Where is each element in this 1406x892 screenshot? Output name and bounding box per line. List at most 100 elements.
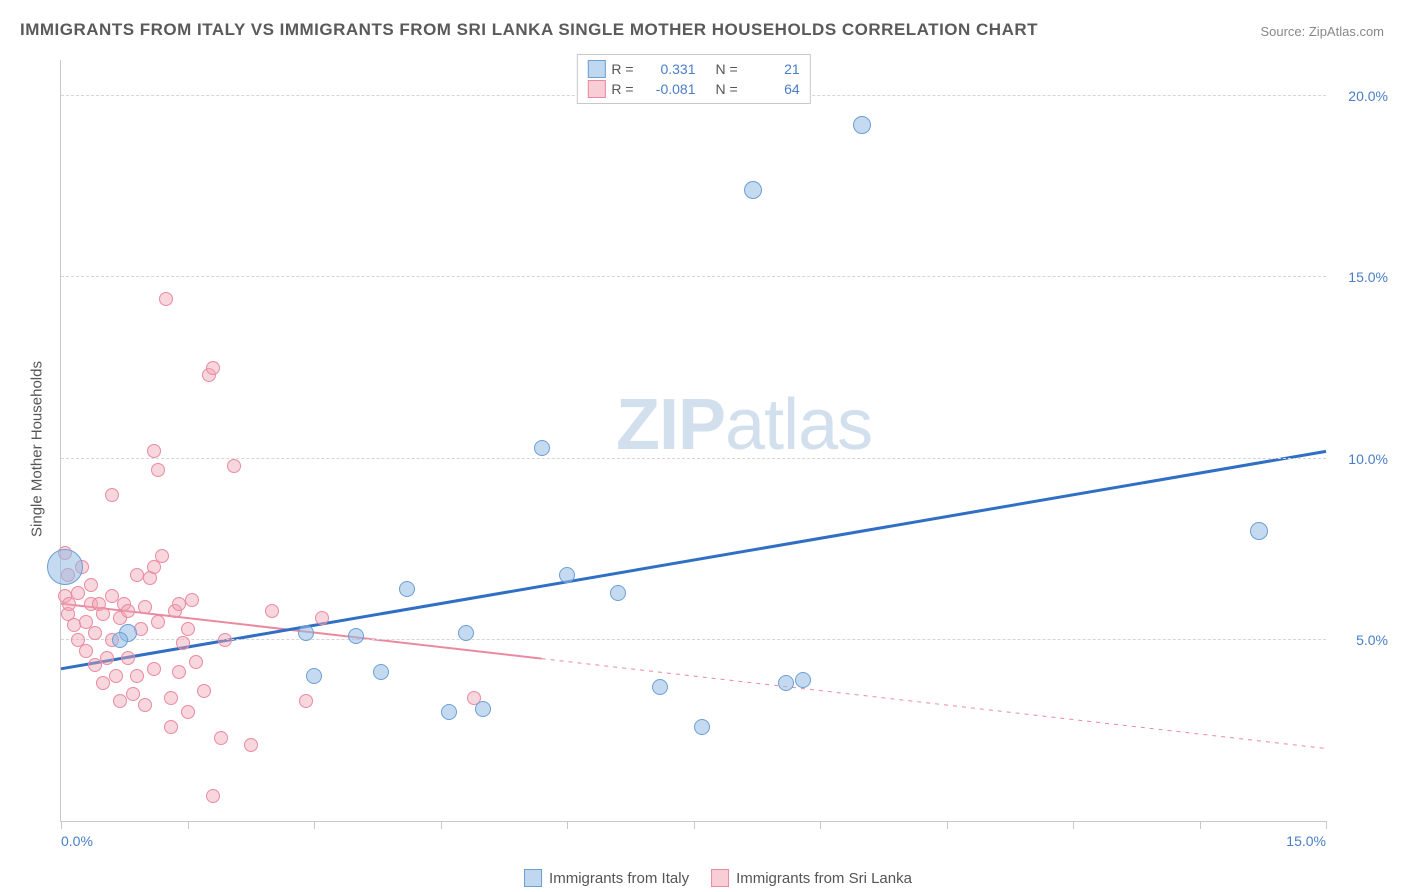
x-tick: [441, 821, 442, 829]
data-point-italy: [475, 701, 491, 717]
gridline: [61, 276, 1326, 277]
x-tick: [1073, 821, 1074, 829]
data-point-italy: [795, 672, 811, 688]
data-point-srilanka: [88, 626, 102, 640]
data-point-italy: [458, 625, 474, 641]
data-point-italy: [778, 675, 794, 691]
data-point-italy: [610, 585, 626, 601]
data-point-srilanka: [100, 651, 114, 665]
data-point-srilanka: [181, 622, 195, 636]
legend-label-italy: Immigrants from Italy: [549, 870, 689, 887]
x-tick: [820, 821, 821, 829]
data-point-italy: [441, 704, 457, 720]
data-point-italy: [1250, 522, 1268, 540]
data-point-srilanka: [315, 611, 329, 625]
data-point-srilanka: [181, 705, 195, 719]
n-value-italy: 21: [744, 61, 800, 77]
page-title: IMMIGRANTS FROM ITALY VS IMMIGRANTS FROM…: [20, 20, 1038, 40]
x-tick: [188, 821, 189, 829]
legend-item-srilanka: Immigrants from Sri Lanka: [711, 869, 912, 887]
data-point-srilanka: [265, 604, 279, 618]
swatch-italy-icon: [524, 869, 542, 887]
swatch-srilanka-icon: [711, 869, 729, 887]
data-point-italy: [348, 628, 364, 644]
data-point-srilanka: [113, 694, 127, 708]
data-point-italy: [47, 549, 83, 585]
data-point-srilanka: [151, 615, 165, 629]
data-point-srilanka: [105, 488, 119, 502]
data-point-srilanka: [244, 738, 258, 752]
data-point-srilanka: [138, 698, 152, 712]
data-point-italy: [373, 664, 389, 680]
r-label: R =: [611, 81, 633, 97]
data-point-srilanka: [79, 644, 93, 658]
data-point-italy: [112, 632, 128, 648]
data-point-srilanka: [206, 361, 220, 375]
data-point-italy: [399, 581, 415, 597]
data-point-srilanka: [164, 720, 178, 734]
data-point-srilanka: [176, 636, 190, 650]
y-tick-label: 15.0%: [1348, 269, 1388, 285]
x-tick-label: 15.0%: [1286, 833, 1326, 849]
x-tick: [314, 821, 315, 829]
n-value-srilanka: 64: [744, 81, 800, 97]
swatch-italy-icon: [587, 60, 605, 78]
x-tick: [694, 821, 695, 829]
data-point-italy: [694, 719, 710, 735]
r-value-srilanka: -0.081: [640, 81, 696, 97]
data-point-srilanka: [71, 586, 85, 600]
x-tick-label: 0.0%: [61, 833, 93, 849]
data-point-italy: [306, 668, 322, 684]
n-label: N =: [716, 81, 738, 97]
data-point-srilanka: [147, 662, 161, 676]
trend-lines: [61, 60, 1326, 821]
legend-row-srilanka: R = -0.081 N = 64: [587, 79, 799, 99]
data-point-italy: [853, 116, 871, 134]
data-point-srilanka: [121, 604, 135, 618]
data-point-srilanka: [121, 651, 135, 665]
correlation-legend: R = 0.331 N = 21 R = -0.081 N = 64: [576, 54, 810, 104]
y-tick-label: 10.0%: [1348, 451, 1388, 467]
n-label: N =: [716, 61, 738, 77]
legend-row-italy: R = 0.331 N = 21: [587, 59, 799, 79]
data-point-srilanka: [155, 549, 169, 563]
data-point-srilanka: [88, 658, 102, 672]
legend-label-srilanka: Immigrants from Sri Lanka: [736, 870, 912, 887]
data-point-srilanka: [197, 684, 211, 698]
data-point-srilanka: [218, 633, 232, 647]
data-point-srilanka: [96, 676, 110, 690]
source-attribution: Source: ZipAtlas.com: [1260, 24, 1384, 39]
watermark: ZIPatlas: [616, 384, 872, 466]
y-axis-title: Single Mother Households: [29, 361, 46, 537]
data-point-srilanka: [185, 593, 199, 607]
gridline: [61, 639, 1326, 640]
r-label: R =: [611, 61, 633, 77]
data-point-srilanka: [96, 607, 110, 621]
plot-area: ZIPatlas R = 0.331 N = 21 R = -0.081 N =…: [60, 60, 1326, 822]
data-point-srilanka: [130, 669, 144, 683]
data-point-italy: [559, 567, 575, 583]
data-point-srilanka: [147, 444, 161, 458]
x-tick: [1326, 821, 1327, 829]
x-tick: [1200, 821, 1201, 829]
data-point-srilanka: [164, 691, 178, 705]
data-point-italy: [744, 181, 762, 199]
data-point-srilanka: [126, 687, 140, 701]
data-point-srilanka: [227, 459, 241, 473]
data-point-srilanka: [159, 292, 173, 306]
x-tick: [947, 821, 948, 829]
x-tick: [567, 821, 568, 829]
data-point-srilanka: [109, 669, 123, 683]
data-point-italy: [534, 440, 550, 456]
watermark-bold: ZIP: [616, 385, 725, 465]
data-point-srilanka: [206, 789, 220, 803]
data-point-italy: [652, 679, 668, 695]
x-tick: [61, 821, 62, 829]
data-point-srilanka: [151, 463, 165, 477]
r-value-italy: 0.331: [640, 61, 696, 77]
data-point-srilanka: [189, 655, 203, 669]
data-point-srilanka: [299, 694, 313, 708]
data-point-srilanka: [172, 665, 186, 679]
chart-container: Single Mother Households ZIPatlas R = 0.…: [45, 50, 1391, 847]
gridline: [61, 458, 1326, 459]
